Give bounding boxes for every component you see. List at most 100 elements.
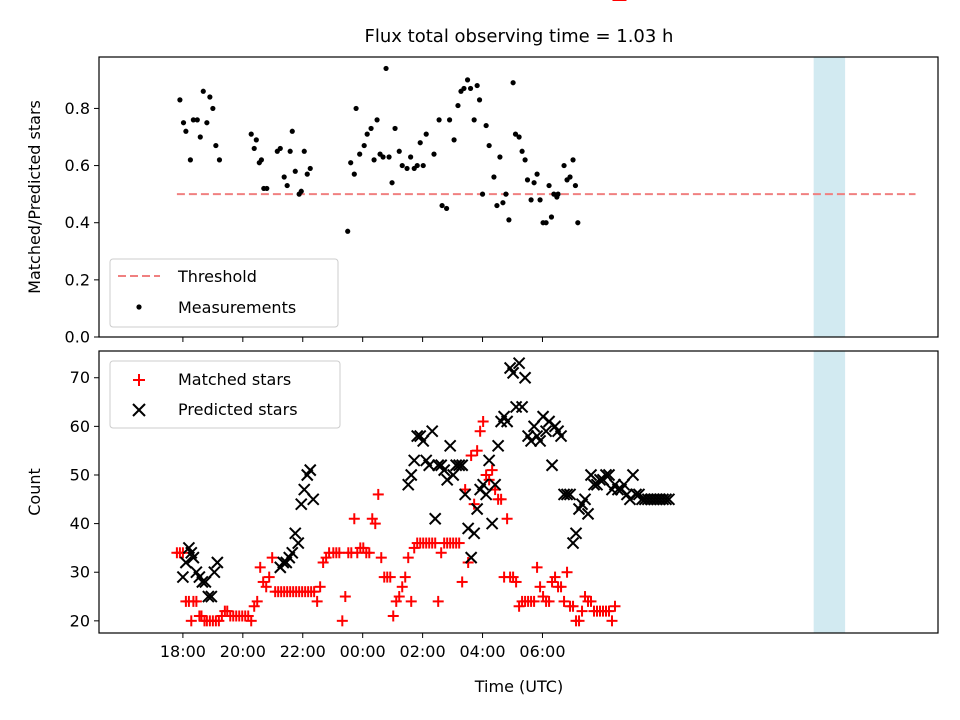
- ratio-x-ticks: [182, 337, 543, 342]
- predicted-point: [446, 468, 460, 482]
- matched-point: [606, 615, 618, 627]
- measurements-legend-label: Measurements: [178, 298, 296, 317]
- predicted-point: [199, 575, 212, 589]
- predicted-point: [527, 420, 541, 433]
- predicted-point: [491, 439, 505, 453]
- measurement-point: [528, 197, 534, 203]
- matched-point: [462, 557, 474, 568]
- measurement-point: [474, 82, 480, 89]
- predicted-point: [554, 429, 568, 443]
- measurement-point: [537, 197, 543, 203]
- measurement-point: [180, 120, 187, 126]
- measurement-point: [213, 142, 219, 149]
- matched-point: [190, 595, 202, 607]
- measurement-point: [277, 145, 283, 152]
- measurement-point: [486, 142, 492, 149]
- predicted-point: [402, 478, 415, 491]
- measurement-point: [414, 162, 420, 169]
- measurement-point: [510, 80, 516, 86]
- threshold-legend-label: Threshold: [177, 267, 257, 286]
- measurement-point: [190, 117, 196, 123]
- measurement-point: [253, 137, 259, 143]
- matched-point: [474, 425, 486, 437]
- matched-point: [251, 595, 263, 607]
- predicted-point: [569, 527, 583, 540]
- measurement-point: [439, 202, 445, 209]
- measurement-point: [392, 125, 398, 132]
- predicted-point: [626, 468, 640, 482]
- matched-point: [405, 595, 417, 607]
- matched-point: [363, 547, 375, 559]
- predicted-point: [455, 459, 469, 472]
- matched-point: [576, 605, 588, 617]
- x-tick-label-3: 00:00: [340, 642, 386, 661]
- measurement-point: [298, 188, 304, 194]
- measurement-point: [476, 97, 483, 103]
- x-axis-label: Time (UTC): [474, 677, 563, 696]
- predicted-point: [485, 517, 499, 530]
- y-tick-label-bottom-3: 50: [70, 465, 90, 484]
- predicted-point: [458, 488, 472, 501]
- measurements-layer: [177, 65, 581, 234]
- measurement-point: [383, 65, 389, 72]
- matched-point: [573, 615, 585, 627]
- measurement-point: [187, 157, 193, 163]
- predicted-point: [187, 551, 200, 564]
- measurement-point: [210, 105, 216, 112]
- predicted-point: [179, 556, 193, 569]
- x-tick-label-5: 04:00: [459, 642, 505, 661]
- predicted-point: [422, 459, 436, 472]
- predicted-point: [470, 502, 484, 516]
- predicted-point: [539, 425, 553, 438]
- matched-point: [501, 513, 513, 525]
- ratio-y-label: Matched/Predicted stars: [25, 100, 44, 294]
- ratio-y-axis: 0.0 0.2 0.4 0.6 0.8: [65, 99, 99, 347]
- matched-point: [263, 571, 275, 583]
- predicted-point: [602, 468, 616, 482]
- x-tick-label-0: 18:00: [160, 642, 206, 661]
- measurement-point: [353, 105, 359, 112]
- measurement-point: [301, 148, 307, 154]
- measurement-point: [251, 145, 257, 152]
- measurement-point: [351, 171, 357, 177]
- chart-title: Flux total observing time = 1.03 h: [365, 26, 674, 47]
- measurement-point: [512, 131, 519, 137]
- predicted-point: [295, 497, 308, 511]
- matched-point: [477, 416, 489, 427]
- count-y-axis: 20 30 40 50 60 70: [70, 368, 99, 630]
- matched-point: [486, 464, 498, 476]
- y-tick-label-bottom-4: 60: [70, 417, 90, 436]
- predicted-point: [581, 507, 595, 521]
- y-tick-label-bottom-1: 30: [70, 563, 90, 582]
- predicted-legend-swatch: [132, 403, 146, 417]
- measurement-point: [417, 140, 423, 146]
- measurement-point: [345, 228, 351, 234]
- predicted-point: [405, 468, 418, 482]
- measurement-point: [503, 191, 509, 197]
- predicted-point: [560, 488, 574, 501]
- matched-point: [384, 571, 396, 583]
- matched-point: [372, 488, 384, 500]
- predicted-point: [205, 590, 218, 603]
- matched-point: [393, 591, 405, 603]
- predicted-point: [176, 570, 190, 584]
- y-tick-label-bottom-2: 40: [70, 514, 90, 533]
- measurement-point: [368, 125, 374, 132]
- measurement-point: [522, 157, 528, 163]
- predicted-point: [443, 439, 457, 453]
- measurement-point: [436, 117, 442, 123]
- predicted-point: [464, 551, 478, 564]
- y-tick-label-bottom-5: 70: [70, 368, 90, 387]
- predicted-point: [437, 463, 451, 477]
- measurement-point: [399, 162, 405, 169]
- measurement-point: [497, 154, 503, 160]
- measurement-point: [408, 154, 414, 160]
- matched-point: [510, 576, 522, 588]
- matched-point: [453, 537, 465, 549]
- predicted-point: [515, 400, 529, 414]
- predicted-point: [467, 527, 481, 540]
- matched-legend-label: Matched stars: [178, 370, 291, 389]
- measurement-point: [494, 202, 500, 209]
- predicted-point: [202, 590, 215, 603]
- predicted-point: [533, 434, 547, 448]
